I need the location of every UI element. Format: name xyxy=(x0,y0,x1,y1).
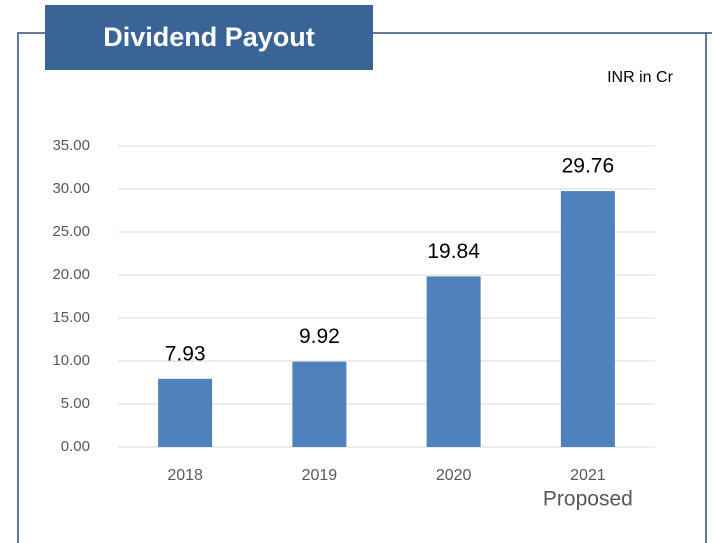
value-label: 9.92 xyxy=(299,325,340,348)
value-label: 29.76 xyxy=(562,155,615,178)
value-label: 19.84 xyxy=(427,240,480,263)
x-tick-label: 2021 xyxy=(570,467,606,484)
x-tick-label: 2020 xyxy=(436,467,472,484)
value-label: 7.93 xyxy=(165,342,206,365)
bar xyxy=(158,378,213,447)
title-box xyxy=(45,5,373,70)
y-tick-label: 10.00 xyxy=(52,352,90,369)
chart-title: Dividend Payout xyxy=(103,22,315,52)
y-tick-label: 35.00 xyxy=(52,137,90,154)
x-tick-label: 2019 xyxy=(302,467,338,484)
bar xyxy=(560,191,615,447)
bar xyxy=(426,276,481,447)
y-tick-label: 30.00 xyxy=(52,180,90,197)
y-tick-label: 20.00 xyxy=(52,266,90,283)
y-tick-label: 0.00 xyxy=(61,438,90,455)
x-tick-label: 2018 xyxy=(167,467,203,484)
annotation: Proposed xyxy=(543,488,633,511)
y-tick-label: 5.00 xyxy=(61,395,90,412)
bar xyxy=(292,361,347,447)
y-tick-label: 25.00 xyxy=(52,223,90,240)
y-tick-label: 15.00 xyxy=(52,309,90,326)
frame xyxy=(17,32,712,543)
unit-label: INR in Cr xyxy=(607,69,673,86)
